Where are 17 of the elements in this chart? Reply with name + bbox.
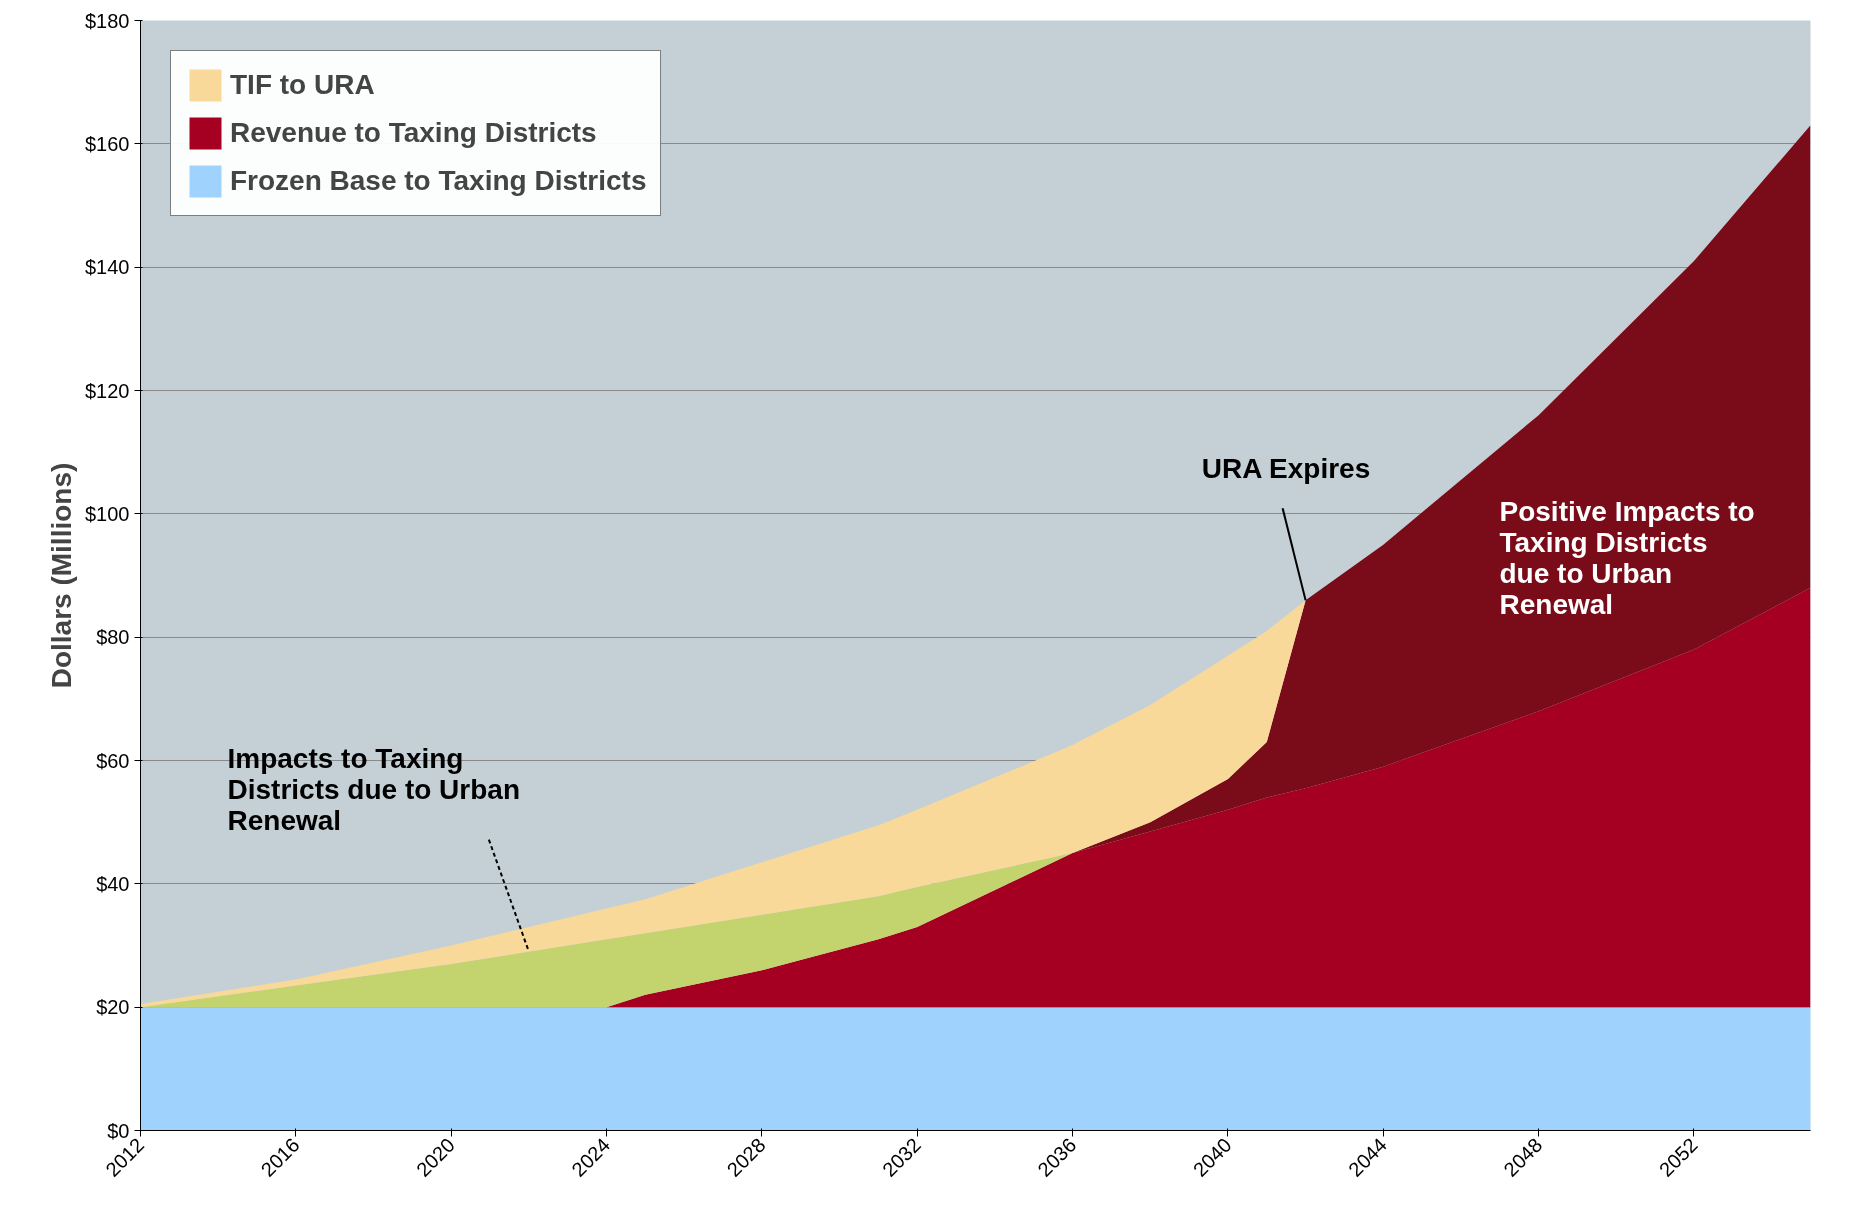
y-axis-title: Dollars (Millions): [46, 462, 78, 689]
y-tick-label: $100: [85, 502, 130, 525]
annotation: Positive Impacts to Taxing Districts due to Urban Renewal: [1499, 495, 1755, 620]
annotation: URA Expires: [1201, 452, 1371, 484]
y-tick-label: $160: [85, 132, 130, 155]
legend-label: Frozen Base to Taxing Districts: [230, 165, 647, 197]
y-tick-label: $40: [96, 872, 130, 895]
legend-label: TIF to URA: [230, 69, 375, 101]
y-tick-label: $0: [107, 1119, 130, 1142]
y-tick-label: $180: [85, 9, 130, 32]
y-tick-label: $60: [96, 749, 130, 772]
y-tick-label: $80: [96, 626, 130, 649]
y-tick-label: $120: [85, 379, 130, 402]
y-tick-label: $20: [96, 996, 130, 1019]
y-tick-label: $140: [85, 256, 130, 279]
annotation: Impacts to Taxing Districts due to Urban Renewal: [227, 742, 520, 836]
legend-label: Revenue to Taxing Districts: [230, 117, 597, 149]
